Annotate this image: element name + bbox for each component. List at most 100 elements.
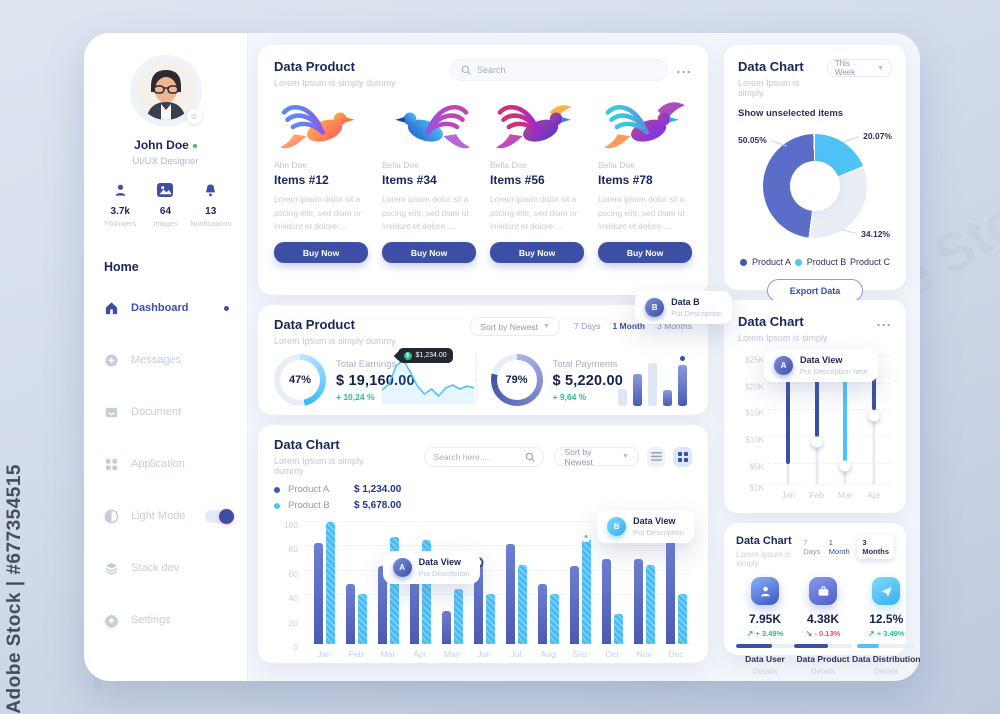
stat-images[interactable]: 64 Images [143, 183, 188, 228]
product-name: Items #34 [382, 173, 437, 187]
callout-line [843, 136, 859, 143]
bar-group-feb: Feb [340, 522, 372, 659]
bar-product-a [633, 558, 643, 644]
sidebar-item-application[interactable]: Application [84, 452, 247, 476]
slider-segment [786, 367, 791, 464]
search-box[interactable] [424, 446, 545, 467]
more-options-icon[interactable]: ... [876, 314, 892, 329]
sidebar-item-document[interactable]: Document [84, 400, 247, 424]
sidebar-item-dashboard[interactable]: Dashboard [84, 296, 247, 320]
bar-group-mar: Mar [372, 522, 404, 659]
y-axis-tick: $25K [745, 355, 764, 365]
sort-dropdown[interactable]: Sort by Newest ▼ [554, 447, 639, 467]
search-box[interactable] [450, 59, 668, 81]
donut-label-c: 34.12% [841, 229, 890, 239]
chevron-down-icon: ▼ [877, 64, 884, 72]
stat-value: $ 5,220.00 [552, 372, 624, 389]
buy-now-button[interactable]: Buy Now [274, 242, 368, 263]
sidebar-item-settings[interactable]: Settings [84, 608, 247, 632]
search-input[interactable] [433, 451, 526, 462]
mini-bar [633, 374, 642, 406]
tab-7-days[interactable]: 7 Days [573, 321, 601, 331]
range-column-feb[interactable]: Feb [803, 357, 832, 500]
bar-product-a [537, 584, 547, 644]
legend-product-b[interactable]: Product B [794, 257, 846, 267]
sidebar-item-messages[interactable]: Messages [84, 348, 247, 372]
online-status-dot [192, 143, 197, 148]
sidebar-item-light-mode[interactable]: Light Mode [84, 504, 247, 528]
avatar-edit-badge[interactable]: ☺ [186, 109, 202, 124]
sort-dropdown[interactable]: Sort by Newest ▼ [470, 317, 560, 336]
slider-knob[interactable] [868, 410, 880, 422]
product-description: Lorem ipsum dolor sit a pscing elitr, se… [382, 194, 470, 232]
bar-group-jul: Jul [500, 522, 532, 659]
list-view-button[interactable] [646, 446, 666, 467]
buy-now-button[interactable]: Buy Now [598, 242, 692, 263]
grid-view-button[interactable] [673, 446, 692, 467]
avatar-image [136, 62, 195, 120]
y-axis-tick: $20K [745, 382, 764, 392]
details-link[interactable]: Details [752, 667, 778, 676]
kpi-value: 12.5% [869, 612, 904, 626]
legend-product-c[interactable]: Product C [849, 257, 890, 267]
bar-product-b [677, 593, 687, 644]
range-column-mar[interactable]: Mar [831, 357, 860, 500]
tab-3-months[interactable]: 3 Months [857, 535, 894, 559]
buy-now-button[interactable]: Buy Now [490, 242, 584, 263]
bar-product-b [485, 593, 495, 644]
donut-label-a: 50.05% [738, 135, 787, 147]
stat-label: Total Payments [552, 358, 618, 370]
layers-icon [105, 562, 118, 575]
legend-product-b[interactable]: Product B $ 5,678.00 [274, 500, 692, 511]
product-name: Items #12 [274, 173, 329, 187]
contrast-icon [104, 509, 119, 523]
sidebar-menu: Dashboard Messages Document Application [84, 296, 247, 660]
donut-ring[interactable] [763, 134, 867, 238]
kpi-data-user[interactable]: 7.95K ↗ + 3.49% Data User Details [736, 577, 794, 676]
kpi-data-distribution[interactable]: 12.5% ↗ + 3.49% Data Distribution Detail… [852, 577, 920, 676]
bar-group-apr: Apr [404, 522, 436, 659]
details-link[interactable]: Details [874, 667, 899, 676]
search-input[interactable] [477, 65, 657, 75]
product-description: Lorem ipsum dolor sit a pscing elitr, se… [598, 194, 686, 232]
tab-3-months[interactable]: 3 Months [657, 321, 692, 331]
slider-knob[interactable] [839, 460, 851, 472]
slider-knob[interactable] [811, 436, 823, 448]
home-icon [105, 301, 118, 314]
chevron-down-icon: ▼ [621, 453, 629, 460]
legend-product-a[interactable]: Product A $ 1,234.00 [274, 484, 692, 495]
tab-7-days[interactable]: 7 Days [803, 538, 821, 556]
legend-dot [274, 486, 280, 493]
show-unselected-label[interactable]: Show unselected items [738, 108, 844, 119]
buy-now-button[interactable]: Buy Now [382, 242, 476, 263]
x-axis-tick: Feb [348, 649, 364, 659]
total-earnings-block: 47% Total Earnings $ 19,160.00 + 10,24 %… [274, 348, 476, 406]
light-mode-toggle[interactable] [205, 508, 234, 524]
x-axis-tick: Dec [668, 649, 684, 659]
export-data-button[interactable]: Export Data [767, 279, 863, 302]
tab-1-month[interactable]: 1 Month [612, 321, 646, 331]
stat-followers[interactable]: 3.7k Followers [98, 183, 143, 228]
avatar[interactable]: ☺ [134, 62, 202, 126]
tab-1-month[interactable]: 1 Month [828, 538, 850, 556]
bar-product-a [345, 584, 355, 644]
user-role: UI/UX Designer [132, 156, 199, 167]
menu-label: Settings [131, 614, 171, 626]
period-dropdown[interactable]: This Week ▼ [826, 59, 892, 77]
y-axis-tick: 0 [293, 642, 298, 652]
gridline [768, 436, 890, 437]
more-options-icon[interactable]: ... [676, 61, 692, 76]
avatar-illustration [136, 62, 195, 120]
kpi-data-product[interactable]: 4.38K ↘ - 0.13% Data Product Details [794, 577, 852, 676]
stat-change: + 10,24 % [336, 391, 375, 402]
x-axis-tick: Apr [413, 649, 427, 659]
details-link[interactable]: Details [810, 667, 836, 676]
sidebar-item-stack-dev[interactable]: Stack dev [84, 556, 247, 580]
bar-group-oct: Oct [596, 522, 628, 659]
range-column-jan[interactable]: Jan [774, 357, 803, 500]
legend-product-a[interactable]: Product A [740, 257, 791, 267]
bar-product-b [389, 536, 399, 644]
user-icon [115, 184, 126, 196]
stat-notifications[interactable]: 13 Notifications [188, 183, 233, 228]
